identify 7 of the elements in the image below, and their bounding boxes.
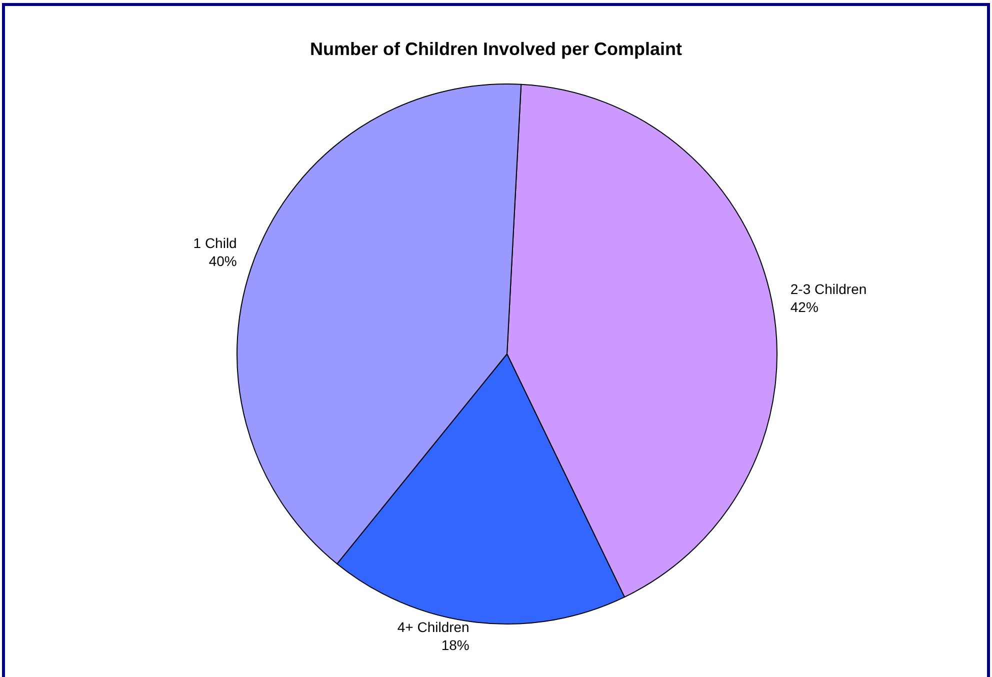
slice-label: 4+ Children [397,619,470,636]
slice-label: 1 Child [193,235,237,252]
slice-label: 2-3 Children [790,280,867,297]
data-label: 40% [208,253,237,270]
data-label: 42% [790,298,818,315]
data-label: 18% [441,637,470,654]
chart-title: Number of Children Involved per Complaint [310,39,682,59]
